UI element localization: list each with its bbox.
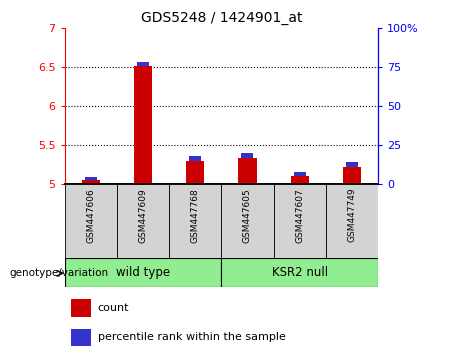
Text: genotype/variation: genotype/variation [9,268,108,278]
Text: count: count [98,303,129,313]
Bar [137,62,149,66]
Bar [294,172,306,176]
FancyBboxPatch shape [117,184,169,258]
Title: GDS5248 / 1424901_at: GDS5248 / 1424901_at [141,11,302,24]
Text: GSM447605: GSM447605 [243,188,252,242]
Text: GSM447768: GSM447768 [191,188,200,242]
Bar [290,176,309,184]
Text: KSR2 null: KSR2 null [272,266,328,279]
Text: GSM447607: GSM447607 [295,188,304,242]
Bar [242,153,254,158]
FancyBboxPatch shape [273,184,326,258]
Text: percentile rank within the sample: percentile rank within the sample [98,332,286,342]
Bar [71,329,91,346]
Bar [71,299,91,317]
FancyBboxPatch shape [65,184,117,258]
Bar [82,180,100,184]
Bar [134,66,152,184]
Text: GSM447606: GSM447606 [86,188,95,242]
Bar [85,177,97,180]
FancyBboxPatch shape [169,184,221,258]
FancyBboxPatch shape [326,184,378,258]
Text: wild type: wild type [116,266,170,279]
Text: GSM447749: GSM447749 [348,188,356,242]
FancyBboxPatch shape [221,184,273,258]
Bar [343,167,361,184]
Text: GSM447609: GSM447609 [138,188,148,242]
Bar [189,156,201,161]
FancyBboxPatch shape [221,258,378,287]
Bar [346,162,358,167]
Bar [238,158,256,184]
FancyBboxPatch shape [65,258,221,287]
Bar [186,161,204,184]
